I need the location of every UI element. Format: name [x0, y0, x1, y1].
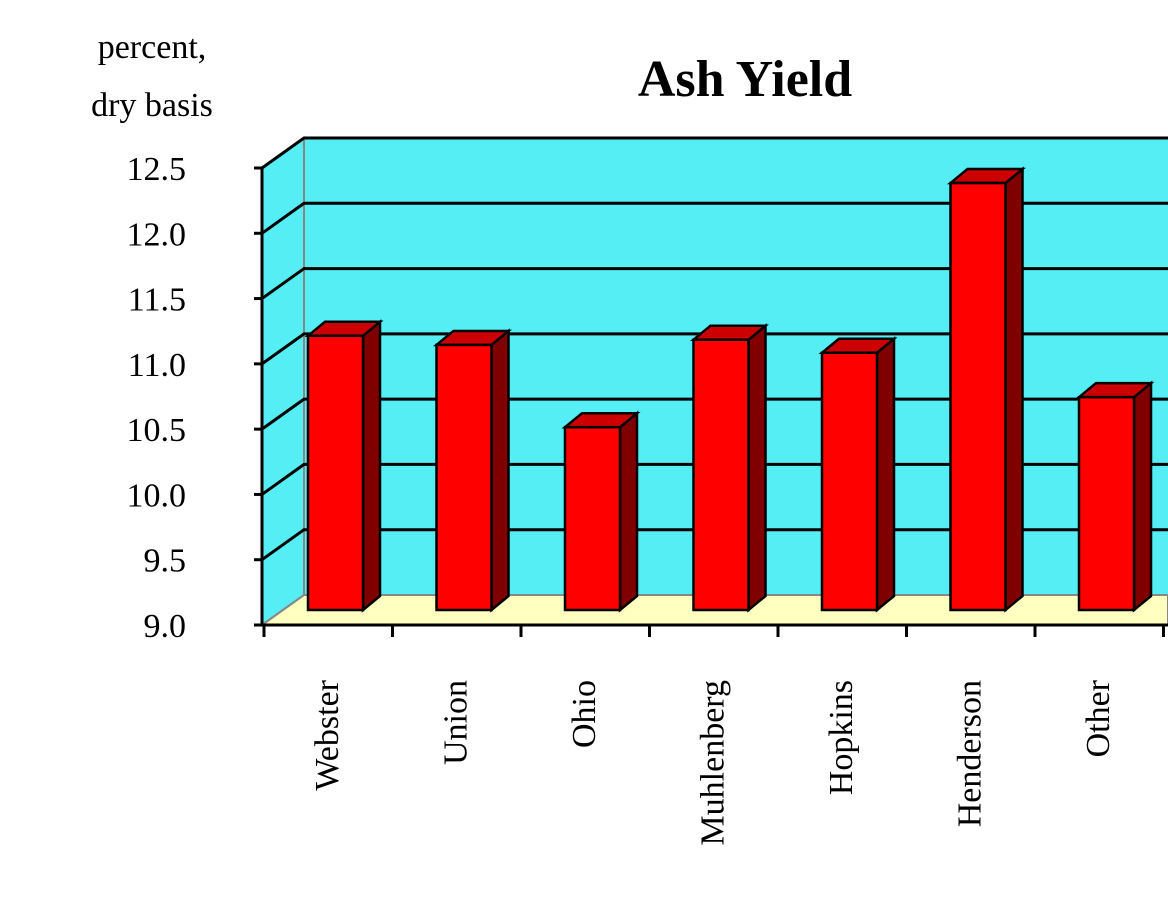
x-tick-label: Webster [309, 679, 346, 790]
y-tick-label: 9.0 [144, 608, 187, 645]
bar-webster [304, 319, 384, 613]
gridline [261, 136, 1168, 170]
x-tick-label: Henderson [952, 680, 989, 827]
x-tick-label: Other [1080, 679, 1117, 757]
bar-henderson [947, 166, 1026, 613]
gridline [261, 332, 1168, 366]
y-tick-label: 10.0 [127, 477, 187, 514]
axes [254, 166, 1168, 637]
x-tick-labels: Webster Union Ohio Muhlenberg Hopkins Henders… [309, 679, 1117, 845]
bar-front [563, 425, 622, 612]
y-axis-label-line-2: dry basis [91, 87, 213, 124]
side-wall-panel [261, 136, 305, 627]
y-axis-label-line-1: percent, [98, 29, 207, 66]
y-tick-label: 10.5 [127, 412, 187, 449]
y-tick-label: 9.5 [144, 543, 187, 580]
x-tick-label: Union [438, 680, 475, 765]
bar-front [435, 343, 493, 612]
bar-other [1075, 380, 1155, 613]
bar-ohio [561, 410, 641, 613]
bar-muhlenberg [690, 323, 769, 613]
y-tick-label: 12.0 [127, 216, 187, 253]
bar-side [361, 319, 382, 613]
bar-union [433, 328, 512, 613]
bar-side [618, 410, 639, 613]
x-tick-label: Ohio [566, 680, 603, 748]
bar-front [692, 338, 750, 612]
x-tick-label: Hopkins [823, 680, 860, 795]
x-tick-label: Muhlenberg [695, 680, 732, 846]
gridline [261, 267, 1168, 300]
bar-side [747, 323, 767, 613]
bar-side [1004, 166, 1024, 613]
gridline [261, 201, 1168, 235]
bar-front [949, 181, 1007, 612]
bar-side [1132, 380, 1153, 613]
y-tick-labels: 9.0 9.5 10.0 10.5 11.0 11.5 12.0 12.5 [127, 151, 187, 645]
bar-side [875, 336, 896, 613]
y-tick-label: 11.5 [128, 282, 186, 319]
bar-front [820, 351, 879, 612]
bar-front [1077, 395, 1136, 612]
y-tick-label: 11.0 [128, 347, 186, 384]
chart-title: Ash Yield [638, 51, 852, 108]
bar-side [490, 328, 510, 613]
bar-front [306, 334, 365, 612]
y-tick-label: 12.5 [127, 151, 187, 188]
bars [304, 166, 1155, 613]
bar-hopkins [818, 336, 898, 613]
